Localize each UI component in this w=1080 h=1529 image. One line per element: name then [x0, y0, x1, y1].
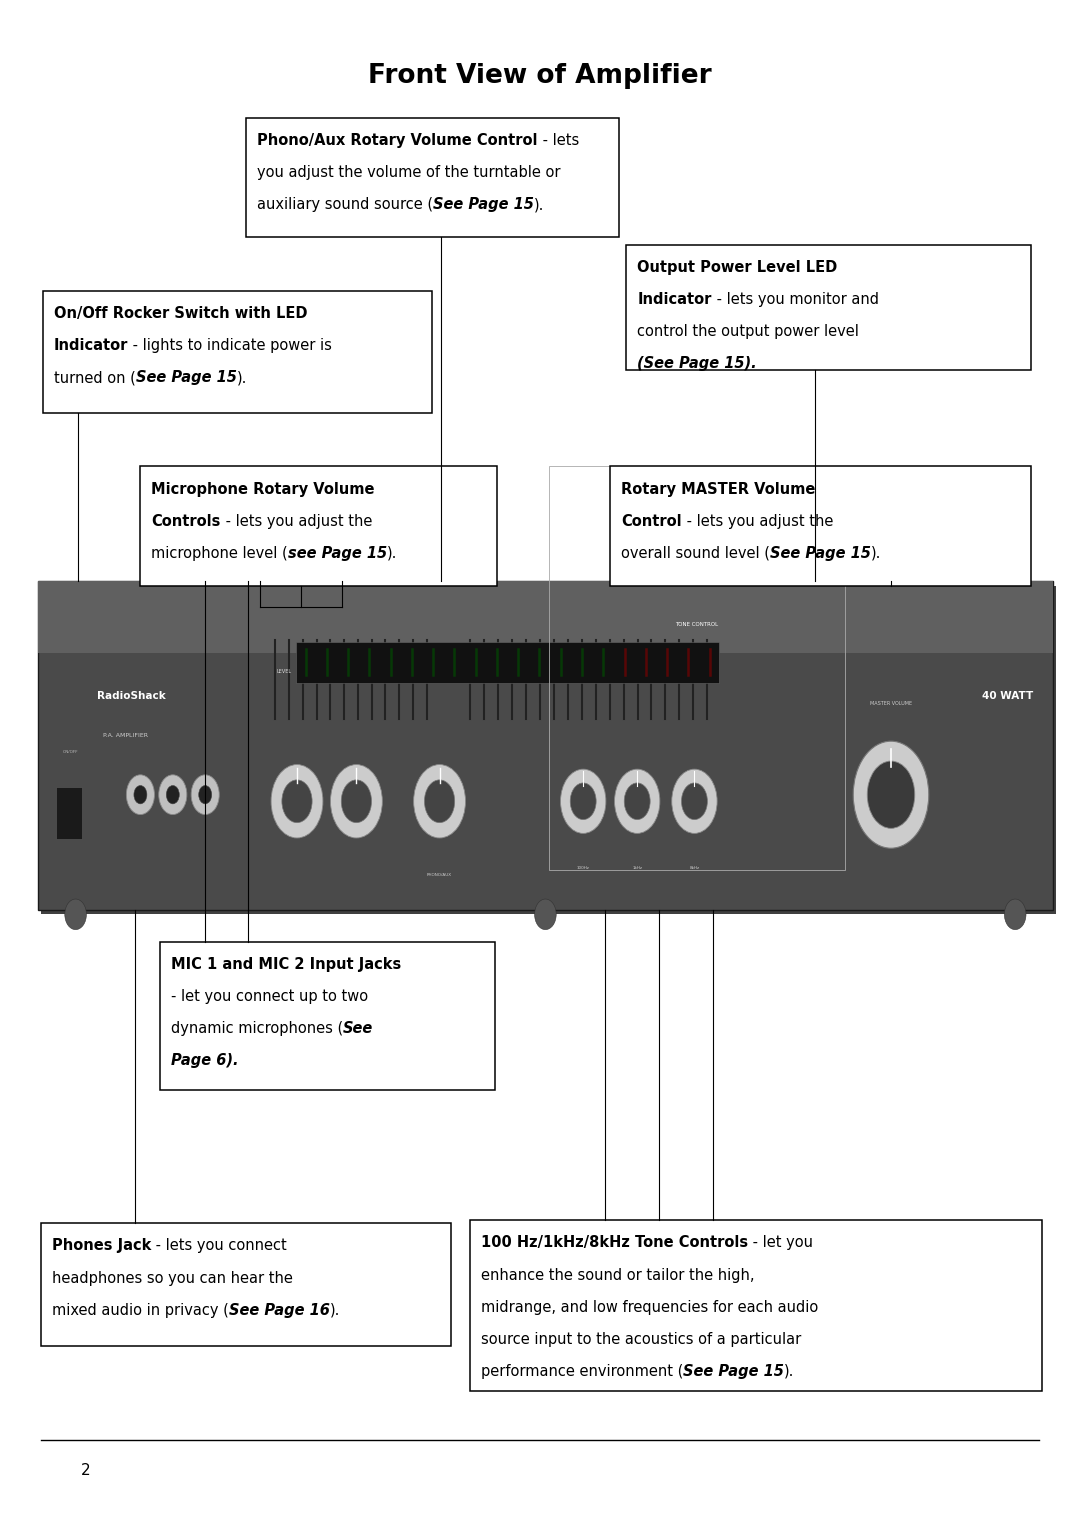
- Text: control the output power level: control the output power level: [637, 324, 859, 339]
- Circle shape: [853, 742, 929, 849]
- Text: - lights to indicate power is: - lights to indicate power is: [129, 338, 333, 353]
- Text: dynamic microphones (: dynamic microphones (: [171, 1021, 342, 1037]
- Text: microphone level (: microphone level (: [151, 546, 288, 561]
- Text: auxiliary sound source (: auxiliary sound source (: [257, 197, 433, 213]
- Circle shape: [330, 764, 382, 838]
- Text: Front View of Amplifier: Front View of Amplifier: [368, 63, 712, 90]
- Circle shape: [672, 769, 717, 833]
- Text: TONE CONTROL: TONE CONTROL: [675, 622, 718, 627]
- Text: 8kHz: 8kHz: [689, 867, 700, 870]
- Text: - lets you adjust the: - lets you adjust the: [220, 514, 372, 529]
- Text: performance environment (: performance environment (: [481, 1364, 683, 1379]
- Circle shape: [561, 769, 606, 833]
- FancyBboxPatch shape: [470, 1220, 1042, 1391]
- Text: 100Hz: 100Hz: [577, 867, 590, 870]
- FancyBboxPatch shape: [246, 118, 619, 237]
- Circle shape: [1004, 899, 1026, 930]
- Text: 40 WATT: 40 WATT: [983, 691, 1034, 702]
- Text: Phones Jack: Phones Jack: [52, 1238, 151, 1254]
- FancyBboxPatch shape: [610, 466, 1031, 586]
- Text: On/Off Rocker Switch with LED: On/Off Rocker Switch with LED: [54, 306, 308, 321]
- Circle shape: [570, 783, 596, 820]
- Circle shape: [159, 775, 187, 815]
- Text: MIC 1 and MIC 2 Input Jacks: MIC 1 and MIC 2 Input Jacks: [171, 957, 401, 972]
- Text: headphones so you can hear the: headphones so you can hear the: [52, 1271, 293, 1286]
- Text: mixed audio in privacy (: mixed audio in privacy (: [52, 1303, 229, 1318]
- Circle shape: [191, 775, 219, 815]
- Text: - let you connect up to two: - let you connect up to two: [171, 989, 368, 1005]
- Circle shape: [615, 769, 660, 833]
- Circle shape: [166, 786, 179, 804]
- Text: - lets you monitor and: - lets you monitor and: [712, 292, 878, 307]
- Circle shape: [65, 899, 86, 930]
- Text: ).: ).: [870, 546, 881, 561]
- Text: See Page 16: See Page 16: [229, 1303, 329, 1318]
- Text: overall sound level (: overall sound level (: [621, 546, 770, 561]
- FancyBboxPatch shape: [626, 245, 1031, 370]
- Text: P.A. AMPLIFIER: P.A. AMPLIFIER: [103, 732, 148, 739]
- FancyBboxPatch shape: [41, 1223, 451, 1346]
- Circle shape: [341, 780, 372, 823]
- Text: RadioShack: RadioShack: [97, 691, 166, 702]
- Text: Phono/Aux Rotary Volume Control: Phono/Aux Rotary Volume Control: [257, 133, 538, 148]
- FancyBboxPatch shape: [160, 942, 495, 1090]
- Text: ).: ).: [237, 370, 247, 385]
- Circle shape: [282, 780, 312, 823]
- Text: ON/OFF: ON/OFF: [63, 749, 78, 754]
- Text: See Page 15: See Page 15: [683, 1364, 784, 1379]
- Text: Indicator: Indicator: [637, 292, 712, 307]
- Text: midrange, and low frequencies for each audio: midrange, and low frequencies for each a…: [481, 1300, 818, 1315]
- Text: Rotary MASTER Volume: Rotary MASTER Volume: [621, 482, 815, 497]
- Circle shape: [271, 764, 323, 838]
- Text: Controls: Controls: [151, 514, 220, 529]
- Text: - lets you connect: - lets you connect: [151, 1238, 287, 1254]
- Text: ).: ).: [534, 197, 544, 213]
- Text: ).: ).: [387, 546, 397, 561]
- Circle shape: [134, 786, 147, 804]
- Text: Indicator: Indicator: [54, 338, 129, 353]
- Text: 1kHz: 1kHz: [632, 867, 643, 870]
- Circle shape: [681, 783, 707, 820]
- Text: See Page 15: See Page 15: [770, 546, 870, 561]
- Text: Page 6).: Page 6).: [171, 1053, 239, 1069]
- Text: Control: Control: [621, 514, 681, 529]
- Circle shape: [535, 899, 556, 930]
- Text: Microphone Rotary Volume: Microphone Rotary Volume: [151, 482, 375, 497]
- Circle shape: [867, 761, 915, 829]
- Text: MASTER VOLUME: MASTER VOLUME: [869, 700, 913, 706]
- Text: - let you: - let you: [747, 1235, 813, 1251]
- Text: PHONO/AUX: PHONO/AUX: [427, 873, 453, 876]
- Circle shape: [199, 786, 212, 804]
- FancyBboxPatch shape: [38, 581, 1053, 653]
- Text: ).: ).: [784, 1364, 794, 1379]
- Text: ).: ).: [329, 1303, 340, 1318]
- Text: Output Power Level LED: Output Power Level LED: [637, 260, 837, 275]
- Text: - lets: - lets: [538, 133, 579, 148]
- Circle shape: [424, 780, 455, 823]
- Text: see Page 15: see Page 15: [288, 546, 387, 561]
- Text: 100 Hz/1kHz/8kHz Tone Controls: 100 Hz/1kHz/8kHz Tone Controls: [481, 1235, 747, 1251]
- Text: LEVEL: LEVEL: [276, 668, 292, 674]
- Text: See: See: [342, 1021, 374, 1037]
- Text: See Page 15: See Page 15: [433, 197, 534, 213]
- FancyBboxPatch shape: [38, 581, 1053, 910]
- FancyBboxPatch shape: [41, 586, 1056, 914]
- Text: 2: 2: [81, 1463, 91, 1479]
- Text: See Page 15: See Page 15: [136, 370, 237, 385]
- FancyBboxPatch shape: [296, 642, 719, 683]
- FancyBboxPatch shape: [43, 291, 432, 413]
- Text: you adjust the volume of the turntable or: you adjust the volume of the turntable o…: [257, 165, 561, 180]
- Circle shape: [126, 775, 154, 815]
- Text: source input to the acoustics of a particular: source input to the acoustics of a parti…: [481, 1332, 801, 1347]
- FancyBboxPatch shape: [140, 466, 497, 586]
- Circle shape: [414, 764, 465, 838]
- FancyBboxPatch shape: [56, 787, 82, 839]
- Text: turned on (: turned on (: [54, 370, 136, 385]
- Text: enhance the sound or tailor the high,: enhance the sound or tailor the high,: [481, 1268, 754, 1283]
- Text: - lets you adjust the: - lets you adjust the: [681, 514, 833, 529]
- Text: (See Page 15).: (See Page 15).: [637, 356, 757, 372]
- Circle shape: [624, 783, 650, 820]
